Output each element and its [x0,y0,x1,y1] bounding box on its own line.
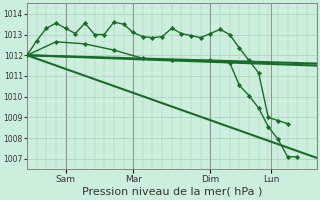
X-axis label: Pression niveau de la mer( hPa ): Pression niveau de la mer( hPa ) [82,187,262,197]
